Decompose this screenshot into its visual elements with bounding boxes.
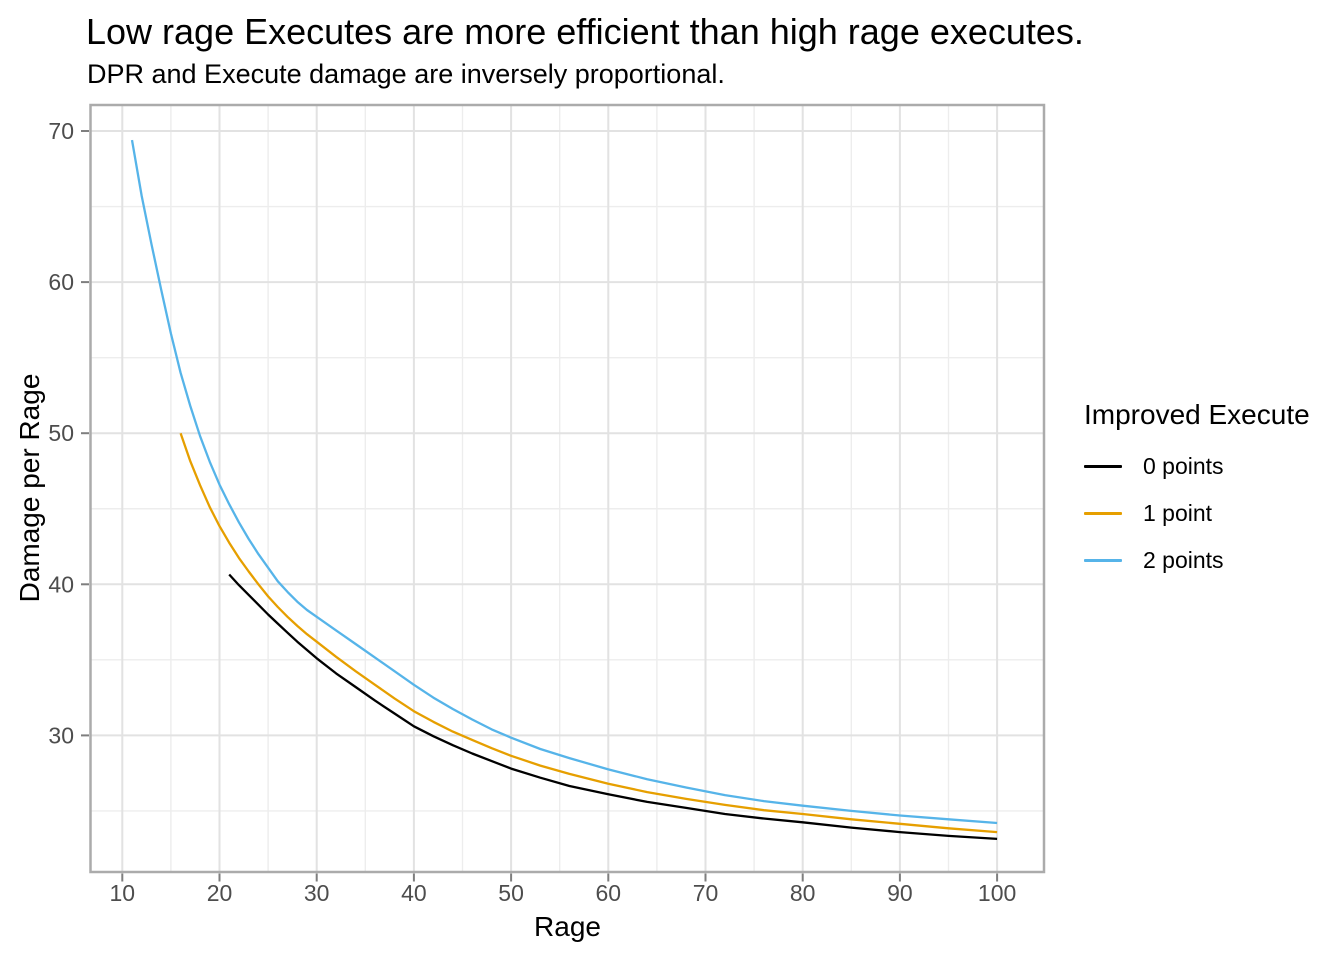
x-tick-label-100: 100 xyxy=(978,880,1016,906)
legend-key-line xyxy=(1084,511,1122,515)
legend-item-1-point: 1 point xyxy=(1084,499,1310,526)
x-tick-label-80: 80 xyxy=(790,880,816,906)
x-tick-label-10: 10 xyxy=(110,880,136,906)
panel-background xyxy=(90,105,1044,872)
x-tick-label-60: 60 xyxy=(596,880,622,906)
y-tick-label-50: 50 xyxy=(48,420,74,446)
y-tick-label-40: 40 xyxy=(48,571,74,597)
legend-key-line xyxy=(1084,558,1122,562)
plot-subtitle: DPR and Execute damage are inversely pro… xyxy=(87,59,725,89)
gridlines-major xyxy=(90,105,1044,872)
series-line-2-points xyxy=(130,139,998,825)
legend: Improved Execute 0 points 1 point 2 points xyxy=(1084,399,1310,573)
legend-key-line xyxy=(1084,464,1122,468)
series-line-1-point xyxy=(179,432,998,834)
plot-title: Low rage Executes are more efficient tha… xyxy=(86,11,1084,52)
legend-title: Improved Execute xyxy=(1084,399,1310,430)
gridlines-minor xyxy=(90,105,1044,872)
legend-item-0-points: 0 points xyxy=(1084,452,1310,479)
legend-item-label: 2 points xyxy=(1143,546,1224,573)
y-tick-label-60: 60 xyxy=(48,269,74,295)
tick-marks xyxy=(81,130,999,882)
x-tick-labels: 10 20 30 40 50 60 70 80 90 100 xyxy=(110,880,1017,906)
x-tick-label-30: 30 xyxy=(304,880,330,906)
legend-item-label: 1 point xyxy=(1143,499,1213,526)
series-lines xyxy=(130,139,998,841)
x-axis-title: Rage xyxy=(534,911,601,942)
y-tick-label-30: 30 xyxy=(48,722,74,748)
legend-item-2-points: 2 points xyxy=(1084,546,1310,573)
panel-border xyxy=(89,103,1046,874)
y-axis-title: Damage per Rage xyxy=(14,373,45,603)
x-tick-label-50: 50 xyxy=(498,880,524,906)
y-tick-label-70: 70 xyxy=(48,118,74,144)
x-tick-label-70: 70 xyxy=(693,880,719,906)
legend-item-label: 0 points xyxy=(1143,452,1224,479)
series-line-0-points xyxy=(228,573,998,841)
y-tick-labels: 30 40 50 60 70 xyxy=(48,118,74,748)
x-tick-label-90: 90 xyxy=(887,880,913,906)
x-tick-label-20: 20 xyxy=(207,880,233,906)
x-tick-label-40: 40 xyxy=(401,880,427,906)
